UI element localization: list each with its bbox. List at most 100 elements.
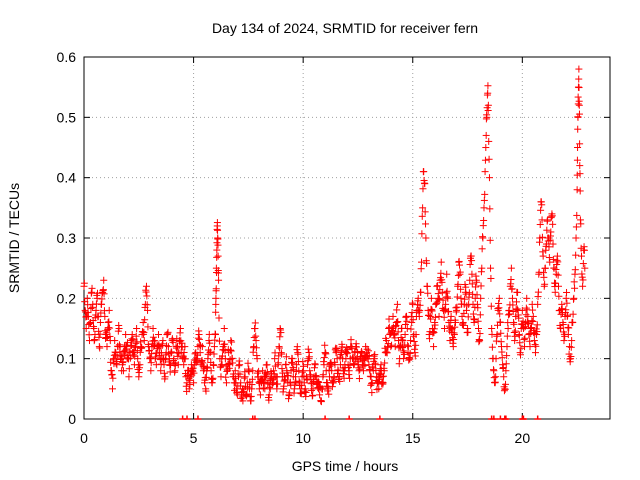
data-point (149, 325, 157, 332)
data-point (460, 321, 468, 329)
data-point (431, 313, 439, 321)
data-point (399, 347, 407, 355)
data-point (144, 323, 152, 331)
data-point (292, 378, 300, 386)
data-point (577, 220, 585, 228)
data-point (344, 346, 352, 354)
data-point (83, 294, 91, 302)
data-point (559, 321, 567, 329)
data-point (427, 315, 435, 323)
data-point (132, 332, 140, 340)
data-point (520, 335, 528, 343)
data-point (122, 331, 130, 339)
data-point (578, 252, 586, 260)
data-point (554, 282, 562, 290)
data-point (500, 373, 508, 381)
data-point (266, 385, 274, 393)
data-point (464, 313, 472, 321)
data-point (105, 318, 113, 326)
data-point (474, 304, 482, 312)
data-point (133, 325, 141, 332)
y-tick-label: 0.5 (57, 109, 77, 125)
data-point (573, 186, 581, 194)
data-point (575, 75, 583, 83)
data-point (539, 252, 547, 260)
data-point (406, 350, 414, 358)
data-point (333, 344, 341, 352)
data-point (516, 339, 524, 347)
data-point (155, 331, 163, 339)
data-point (481, 156, 489, 164)
data-point (564, 331, 572, 339)
data-point (403, 317, 411, 325)
data-point (576, 170, 584, 178)
data-point (514, 288, 522, 296)
data-point (381, 359, 389, 367)
data-point (576, 187, 584, 195)
data-point (564, 323, 572, 331)
data-point (579, 260, 587, 268)
data-point (428, 307, 436, 315)
data-point (515, 331, 523, 339)
data-point (419, 204, 427, 212)
data-point (398, 336, 406, 344)
x-tick-label: 10 (295, 430, 311, 446)
data-point (169, 338, 177, 346)
data-point (473, 291, 481, 299)
data-point (412, 331, 420, 339)
data-point (486, 236, 494, 244)
data-point (237, 379, 245, 387)
data-point (385, 315, 393, 323)
data-point (347, 336, 355, 344)
data-point (424, 289, 432, 297)
data-point (187, 368, 195, 376)
data-point (417, 288, 425, 296)
data-point (293, 343, 301, 351)
data-point (478, 245, 486, 253)
data-point (293, 361, 301, 369)
data-point (282, 360, 290, 368)
data-point (457, 285, 465, 293)
data-point (330, 374, 338, 382)
data-point (134, 355, 142, 363)
data-point (508, 285, 516, 293)
data-point (305, 353, 313, 361)
data-point (425, 311, 433, 319)
data-point (564, 311, 572, 319)
data-point (563, 299, 571, 307)
data-point (194, 334, 202, 342)
data-point (443, 270, 451, 278)
data-point (522, 304, 530, 312)
data-point (273, 385, 281, 393)
data-point (497, 329, 505, 337)
data-point-zero (490, 415, 498, 420)
data-point (444, 294, 452, 302)
data-point (202, 387, 210, 395)
data-point (498, 354, 506, 362)
data-point-zero (345, 415, 353, 420)
data-point (247, 392, 255, 400)
data-point (148, 350, 156, 358)
data-point (265, 391, 273, 399)
data-point (221, 347, 229, 355)
data-point (99, 286, 107, 294)
data-point (440, 307, 448, 315)
data-point (485, 155, 493, 163)
data-point (214, 252, 222, 260)
data-point (433, 282, 441, 290)
data-point (189, 364, 197, 372)
data-point (119, 367, 127, 375)
data-point (470, 316, 478, 324)
data-point (140, 328, 148, 336)
data-point (440, 313, 448, 321)
data-point (222, 379, 230, 387)
data-point (252, 337, 260, 345)
data-point (430, 343, 438, 351)
data-point (144, 306, 152, 314)
data-point (565, 343, 573, 351)
data-point (462, 283, 470, 291)
data-point (239, 397, 247, 405)
data-point (356, 365, 364, 373)
data-point (468, 270, 476, 278)
